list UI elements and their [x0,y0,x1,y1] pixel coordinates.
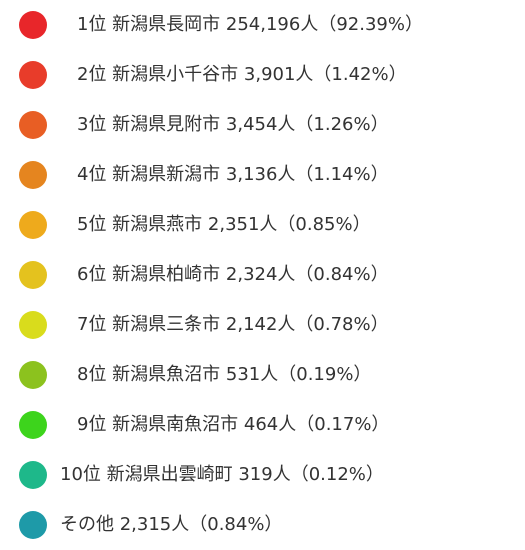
legend-item: その他 2,315人（0.84%） [0,500,525,550]
legend-label: 5位 新潟県燕市 2,351人（0.85%） [77,214,371,235]
legend-swatch [19,161,47,189]
legend-swatch [19,411,47,439]
legend-label: 2位 新潟県小千谷市 3,901人（1.42%） [77,64,407,85]
legend-label: 3位 新潟県見附市 3,454人（1.26%） [77,114,389,135]
legend-label: 1位 新潟県長岡市 254,196人（92.39%） [77,14,423,35]
legend-swatch [19,11,47,39]
legend-label: 10位 新潟県出雲崎町 319人（0.12%） [60,464,384,485]
legend-label: 9位 新潟県南魚沼市 464人（0.17%） [77,414,390,435]
legend-swatch [19,511,47,539]
legend-label: 6位 新潟県柏崎市 2,324人（0.84%） [77,264,389,285]
legend-label: 4位 新潟県新潟市 3,136人（1.14%） [77,164,389,185]
legend-label: その他 2,315人（0.84%） [60,514,283,535]
legend-item: 3位 新潟県見附市 3,454人（1.26%） [0,100,525,150]
legend-label: 8位 新潟県魚沼市 531人（0.19%） [77,364,372,385]
legend-swatch [19,361,47,389]
legend-item: 7位 新潟県三条市 2,142人（0.78%） [0,300,525,350]
legend-swatch [19,261,47,289]
legend-swatch [19,111,47,139]
legend-label: 7位 新潟県三条市 2,142人（0.78%） [77,314,389,335]
legend-item: 10位 新潟県出雲崎町 319人（0.12%） [0,450,525,500]
legend-swatch [19,61,47,89]
legend-swatch [19,211,47,239]
legend-item: 4位 新潟県新潟市 3,136人（1.14%） [0,150,525,200]
legend-item: 8位 新潟県魚沼市 531人（0.19%） [0,350,525,400]
legend-item: 5位 新潟県燕市 2,351人（0.85%） [0,200,525,250]
legend-swatch [19,311,47,339]
legend-item: 2位 新潟県小千谷市 3,901人（1.42%） [0,50,525,100]
legend-item: 1位 新潟県長岡市 254,196人（92.39%） [0,0,525,50]
legend-item: 9位 新潟県南魚沼市 464人（0.17%） [0,400,525,450]
legend-item: 6位 新潟県柏崎市 2,324人（0.84%） [0,250,525,300]
legend-swatch [19,461,47,489]
